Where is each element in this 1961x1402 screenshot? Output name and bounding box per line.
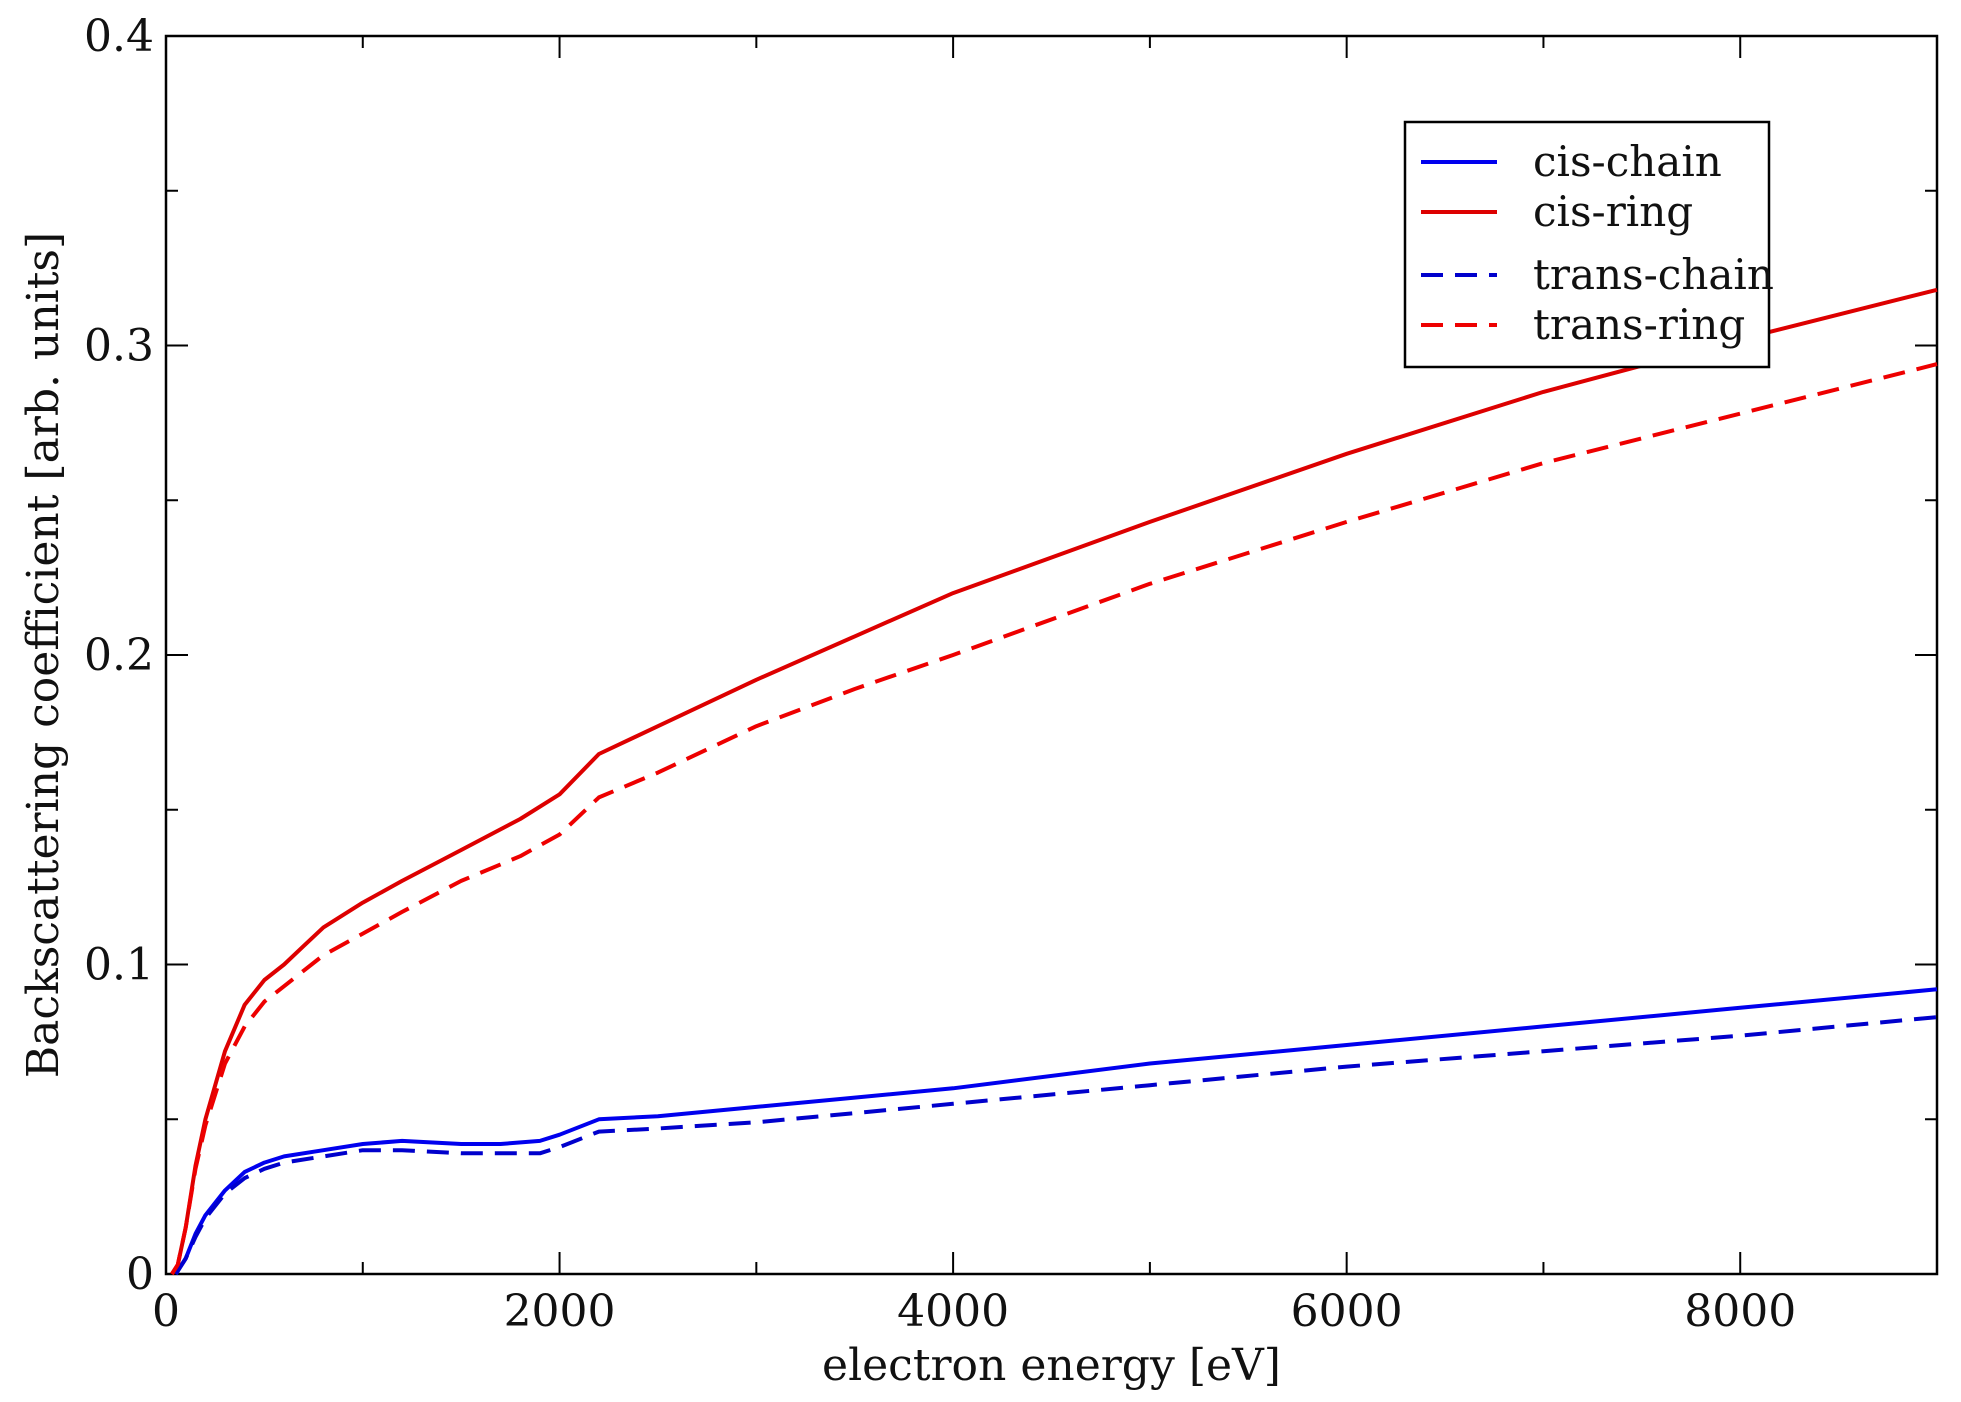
- legend-label-trans-ring: trans-ring: [1533, 300, 1745, 349]
- legend-label-trans-chain: trans-chain: [1533, 250, 1774, 299]
- legend-label-cis-chain: cis-chain: [1533, 137, 1722, 186]
- series-line-cis-ring: [170, 287, 1938, 1276]
- y-axis-title: Backscattering coefficient [arb. units]: [18, 232, 69, 1078]
- x-tick-label: 4000: [897, 1286, 1009, 1337]
- y-tick-label: 0.1: [84, 940, 154, 991]
- y-tick-label: 0.3: [84, 321, 154, 372]
- y-tick-label: 0.2: [84, 630, 154, 681]
- legend-label-cis-ring: cis-ring: [1533, 187, 1693, 236]
- y-tick-label: 0.4: [84, 11, 154, 62]
- x-tick-label: 2000: [504, 1286, 616, 1337]
- series-lines: [170, 287, 1938, 1276]
- series-line-trans-ring: [170, 362, 1938, 1276]
- y-tick-label: 0: [126, 1249, 154, 1300]
- axis-ticks: 0 2000 4000 6000 8000 0 0.1 0.2 0.3 0.4: [84, 11, 1938, 1337]
- x-tick-label: 8000: [1684, 1286, 1796, 1337]
- series-line-cis-chain: [174, 987, 1938, 1276]
- x-tick-label: 0: [152, 1286, 180, 1337]
- series-line-trans-chain: [174, 1015, 1938, 1276]
- x-tick-label: 6000: [1291, 1286, 1403, 1337]
- x-axis-title: electron energy [eV]: [822, 1340, 1281, 1391]
